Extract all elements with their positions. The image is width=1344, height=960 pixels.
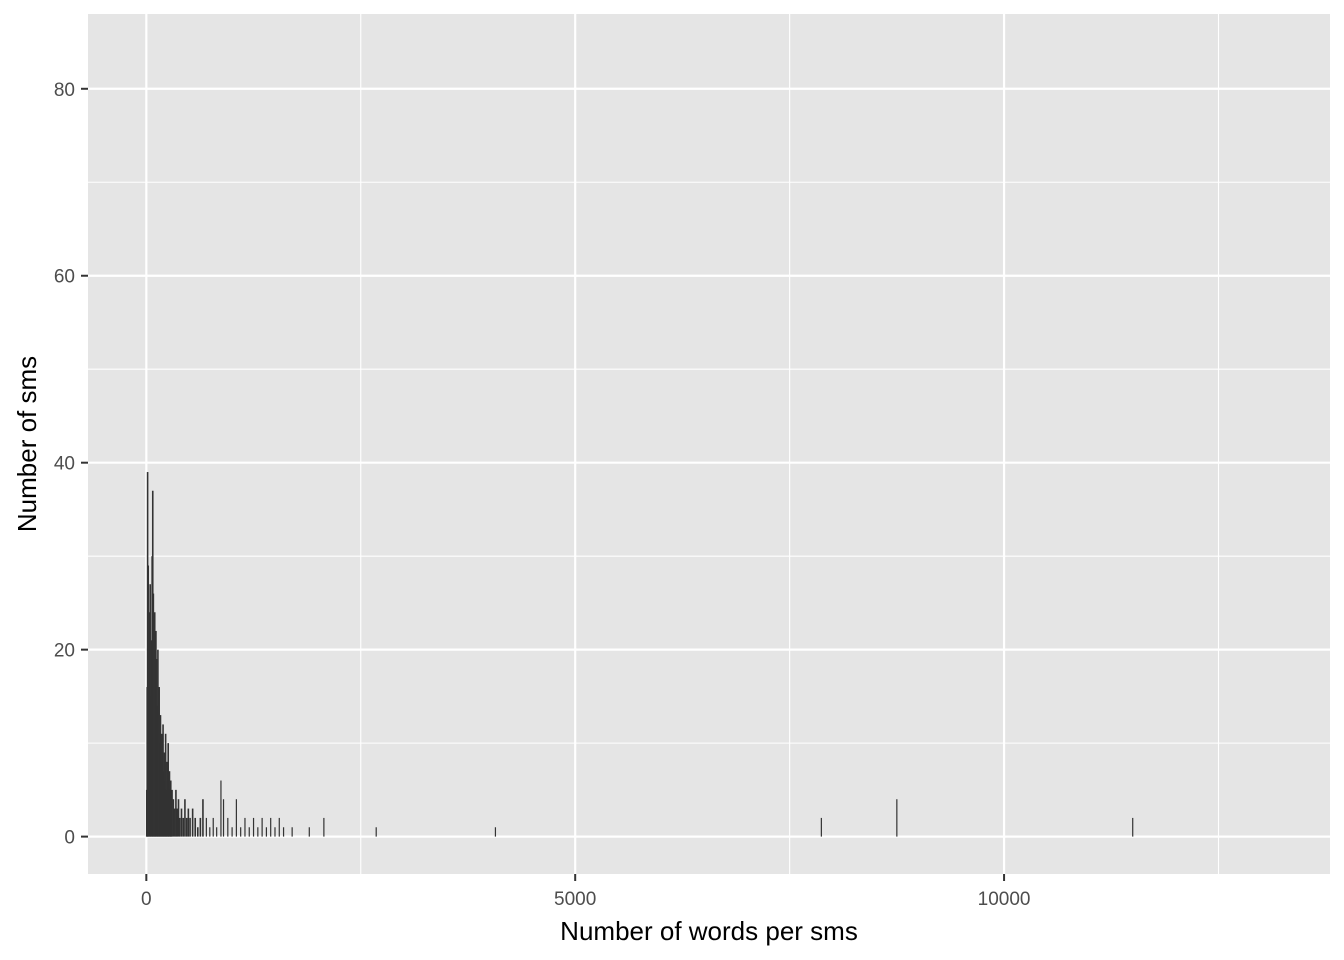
histogram-bar	[178, 817, 181, 837]
histogram-bar	[220, 780, 222, 837]
histogram-bar	[172, 799, 175, 837]
histogram-bar	[252, 817, 255, 837]
histogram-bar	[209, 827, 211, 837]
histogram-bar	[173, 808, 176, 837]
histogram-bar	[494, 827, 497, 837]
histogram-bar	[235, 799, 237, 837]
histogram-bar	[270, 817, 272, 837]
histogram-bar	[1132, 817, 1134, 837]
histogram-bar	[185, 817, 188, 837]
histogram-bar	[323, 817, 325, 837]
histogram-bar	[171, 789, 173, 837]
plot-panel	[88, 14, 1330, 874]
histogram-bar	[177, 799, 180, 837]
histogram-bar	[187, 808, 190, 837]
histogram-bar	[167, 743, 169, 837]
histogram-bar	[308, 827, 310, 837]
histogram-bar	[274, 827, 276, 837]
histogram-bar	[194, 817, 197, 837]
histogram-bar	[191, 808, 194, 837]
histogram-bar	[820, 817, 822, 837]
histogram-bar	[184, 799, 186, 837]
histogram-bar	[244, 817, 246, 837]
histogram-bar	[175, 789, 177, 837]
bars-layer	[145, 472, 1134, 837]
histogram-bar	[227, 817, 229, 837]
x-tick-label: 10000	[978, 889, 1031, 910]
histogram-bar	[189, 817, 191, 837]
histogram-bar	[257, 827, 259, 837]
histogram-bar	[265, 827, 268, 837]
histogram-bar	[291, 827, 293, 837]
histogram-bar	[180, 808, 183, 837]
histogram-bar	[896, 799, 898, 837]
histogram-bar	[212, 817, 214, 837]
histogram-bar	[278, 817, 280, 837]
histogram-bar	[216, 827, 218, 837]
grid-minor	[88, 14, 1330, 874]
histogram-bar	[202, 799, 204, 837]
histogram-bar	[205, 817, 207, 837]
histogram-bar	[240, 827, 242, 837]
histogram-bar	[282, 827, 285, 837]
y-axis: 0 20 40 60 80	[54, 80, 88, 849]
histogram-bar	[164, 733, 167, 837]
histogram-bar	[375, 827, 377, 837]
histogram-bar	[199, 817, 202, 837]
x-axis-title: Number of words per sms	[560, 916, 858, 946]
y-tick-label: 20	[54, 641, 75, 662]
x-tick-label: 0	[141, 889, 152, 910]
y-tick-label: 0	[64, 828, 75, 849]
histogram-bar	[248, 827, 250, 837]
y-tick-label: 40	[54, 454, 75, 475]
histogram-bar	[261, 817, 263, 837]
histogram-bar	[182, 817, 185, 837]
histogram-bar	[222, 799, 225, 837]
histogram-bar	[196, 827, 199, 837]
grid-major	[88, 14, 1330, 874]
y-tick-label: 80	[54, 80, 75, 101]
histogram-bar	[231, 827, 233, 837]
y-axis-title: Number of sms	[12, 356, 42, 532]
x-tick-label: 5000	[554, 889, 596, 910]
x-axis: 0 5000 10000	[141, 874, 1030, 910]
histogram-bar	[176, 808, 179, 837]
y-tick-label: 60	[54, 267, 75, 288]
